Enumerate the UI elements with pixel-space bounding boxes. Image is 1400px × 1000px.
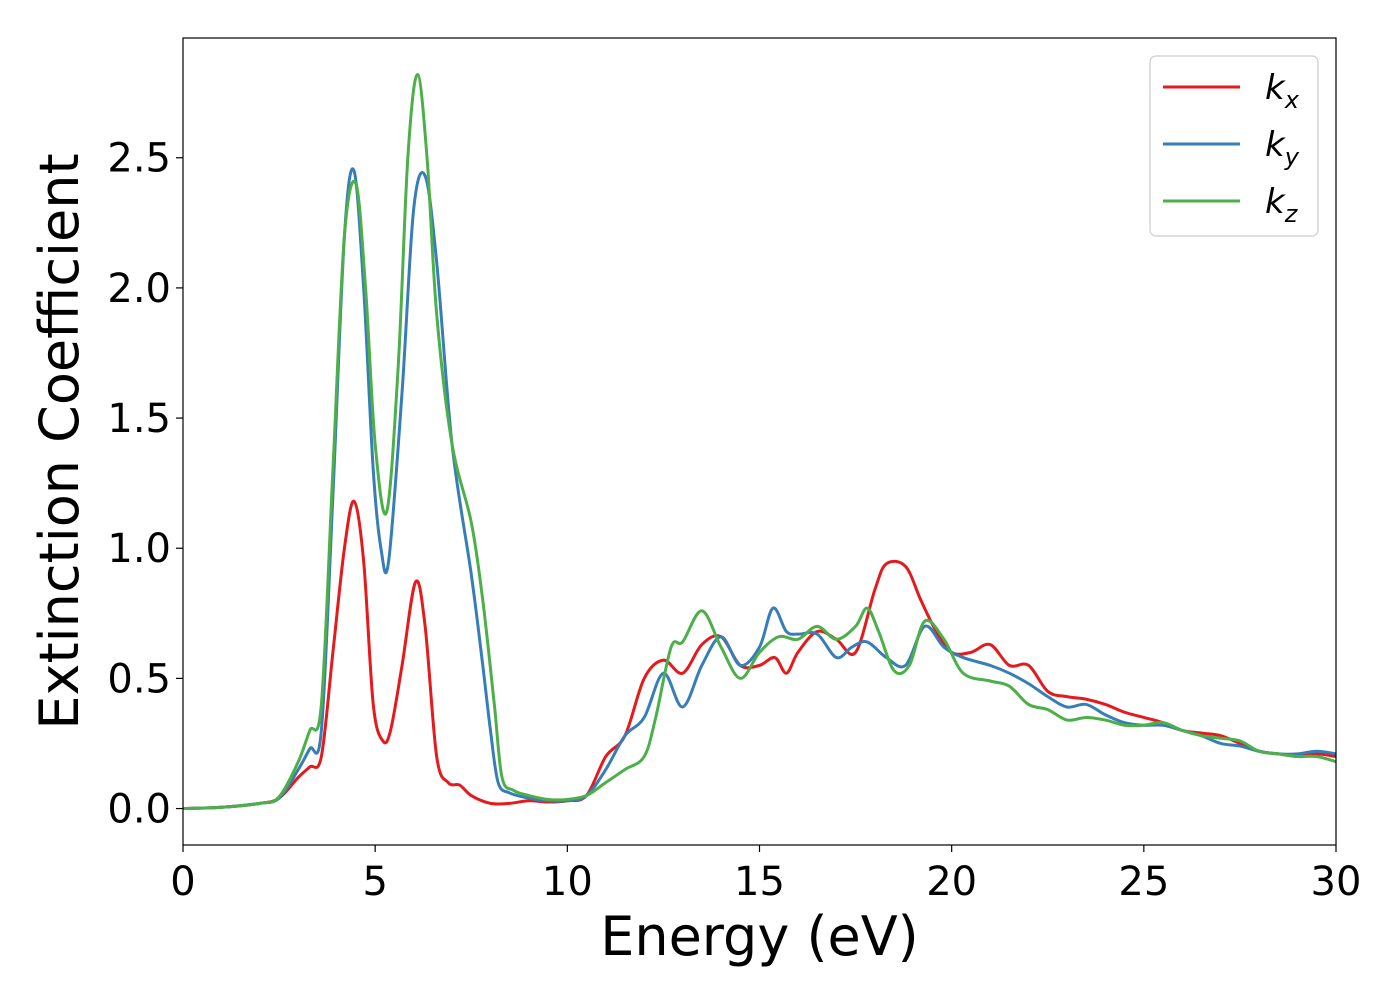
y-tick-label: 2.0 [107, 266, 171, 312]
legend-label-subscript: z [1284, 200, 1299, 228]
legend-label: ky [1265, 125, 1300, 171]
x-tick-label: 25 [1118, 859, 1169, 905]
x-tick-label: 0 [170, 859, 195, 905]
x-axis: 0 5 10 15 20 25 30 [170, 845, 1361, 905]
x-tick-label: 30 [1311, 859, 1362, 905]
series-line-k-x [182, 499, 1337, 811]
y-tick-label: 0.0 [107, 787, 171, 833]
y-tick-label: 2.5 [107, 136, 171, 182]
x-axis-label: Energy (eV) [600, 905, 919, 968]
x-tick-label: 20 [926, 859, 977, 905]
legend-label-main: k [1265, 182, 1286, 222]
y-tick-label: 1.5 [107, 396, 171, 442]
y-axis-label: Extinction Coefficient [28, 153, 91, 729]
legend-label-main: k [1265, 68, 1286, 108]
y-tick-label: 0.5 [107, 656, 171, 702]
series-line-k-y [182, 167, 1337, 811]
legend-label-main: k [1265, 125, 1286, 165]
legend-label: kz [1265, 182, 1299, 228]
series-line-k-z [182, 72, 1337, 811]
x-tick-label: 15 [734, 859, 785, 905]
legend-box [1149, 55, 1319, 237]
legend-label: kx [1265, 68, 1300, 114]
series-layer [182, 72, 1337, 811]
legend-label-subscript: x [1284, 86, 1300, 114]
legend-label-subscript: y [1284, 143, 1300, 171]
x-tick-label: 5 [362, 859, 387, 905]
x-tick-label: 10 [542, 859, 593, 905]
y-axis: 0.0 0.5 1.0 1.5 2.0 2.5 [107, 136, 183, 833]
y-tick-label: 1.0 [107, 526, 171, 572]
